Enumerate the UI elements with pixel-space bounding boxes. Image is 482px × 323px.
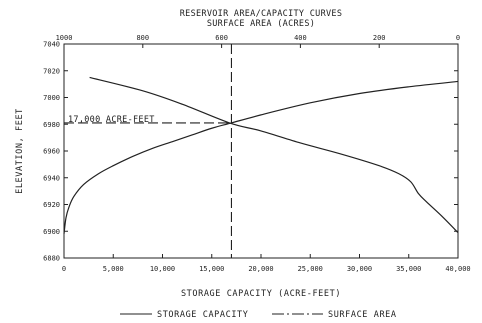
left-tick-label: 7040 (43, 41, 60, 49)
legend: STORAGE CAPACITY SURFACE AREA (120, 310, 397, 320)
series-line-storage-capacity (63, 80, 459, 235)
bottom-tick-label: 35,000 (396, 265, 421, 273)
left-tick-label: 6960 (43, 148, 60, 156)
top-tick-label: 800 (136, 34, 149, 42)
left-tick-label: 6980 (43, 121, 60, 129)
left-tick-label: 6940 (43, 174, 60, 182)
chart-subtitle: SURFACE AREA (ACRES) (207, 19, 315, 29)
left-tick-label: 6880 (43, 255, 60, 263)
y-axis-label: ELEVATION, FEET (15, 108, 25, 194)
top-axis-ticks: 1000 800 600 400 200 0 (56, 34, 460, 48)
legend-label-storage-capacity: STORAGE CAPACITY (157, 310, 248, 320)
left-tick-label: 6900 (43, 228, 60, 236)
bottom-tick-label: 0 (62, 265, 66, 273)
bottom-tick-label: 25,000 (298, 265, 323, 273)
left-tick-label: 6920 (43, 201, 60, 209)
chart-title: RESERVOIR AREA/CAPACITY CURVES (180, 9, 343, 19)
bottom-tick-label: 10,000 (150, 265, 175, 273)
annotation-label: 17,000 ACRE-FEET (68, 115, 155, 125)
bottom-tick-label: 20,000 (248, 265, 273, 273)
top-tick-label: 1000 (56, 34, 73, 42)
bottom-axis-ticks: 0 5,000 10,000 15,000 20,000 25,000 30,000 35,0… (62, 254, 471, 273)
series-line-surface-area (89, 76, 459, 234)
top-tick-label: 600 (215, 34, 228, 42)
top-tick-label: 400 (294, 34, 307, 42)
reference-lines (64, 44, 232, 258)
bottom-tick-label: 30,000 (347, 265, 372, 273)
left-tick-label: 7020 (43, 67, 60, 75)
bottom-tick-label: 5,000 (103, 265, 124, 273)
top-tick-label: 0 (456, 34, 460, 42)
left-axis-ticks: 6880 6900 6920 6940 6960 6980 7000 7020 7040 (43, 41, 458, 263)
x-axis-label: STORAGE CAPACITY (ACRE-FEET) (181, 289, 341, 299)
bottom-tick-label: 40,000 (445, 265, 470, 273)
top-tick-label: 200 (373, 34, 386, 42)
left-tick-label: 7000 (43, 94, 60, 102)
bottom-tick-label: 15,000 (199, 265, 224, 273)
plot-frame (63, 43, 459, 259)
series-layer (63, 76, 459, 235)
legend-label-surface-area: SURFACE AREA (328, 310, 397, 320)
